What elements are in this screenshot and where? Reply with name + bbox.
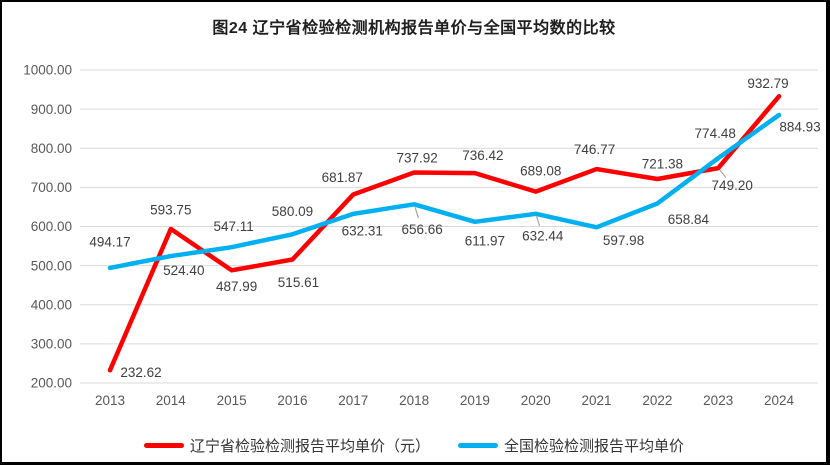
legend-item-national: 全国检验检测报告平均单价 (458, 435, 684, 456)
data-label: 737.92 (396, 150, 437, 165)
data-label: 681.87 (322, 170, 363, 185)
data-label: 884.93 (779, 120, 820, 135)
data-label: 487.99 (216, 279, 257, 294)
x-tick-label: 2015 (217, 393, 247, 408)
legend: 辽宁省检验检测报告平均单价（元） 全国检验检测报告平均单价 (2, 435, 826, 456)
data-label: 593.75 (150, 203, 191, 218)
legend-swatch-liaoning-red-line (143, 443, 184, 448)
data-label: 597.98 (603, 233, 644, 248)
series-line (107, 94, 782, 373)
data-label: 721.38 (642, 157, 683, 172)
data-label: 580.09 (272, 204, 313, 219)
x-tick-label: 2022 (642, 393, 672, 408)
data-label: 632.31 (342, 224, 383, 239)
x-tick-label: 2019 (460, 393, 490, 408)
x-tick-label: 2024 (764, 393, 795, 408)
gridlines-and-y-axis: 1000.00 900.00 800.00 700.00 600.00 500.00 400… (23, 63, 818, 391)
data-label: 736.42 (462, 148, 503, 163)
y-tick-label: 600.00 (31, 219, 72, 234)
y-tick-label: 800.00 (31, 141, 72, 156)
data-label: 232.62 (120, 365, 161, 380)
x-tick-label: 2023 (703, 393, 733, 408)
series-1: 494.17 524.40 547.11 580.09 632.31 656.66 611.… (89, 112, 821, 278)
x-tick-label: 2017 (338, 393, 368, 408)
y-tick-label: 500.00 (31, 258, 72, 273)
data-label: 611.97 (465, 234, 505, 249)
x-tick-label: 2018 (399, 393, 429, 408)
data-label: 774.48 (695, 126, 736, 141)
label-leader-line (719, 169, 727, 178)
series-line (107, 112, 782, 271)
data-label: 656.66 (401, 222, 442, 237)
y-tick-label: 900.00 (31, 102, 72, 117)
legend-label-liaoning: 辽宁省检验检测报告平均单价（元） (189, 438, 430, 455)
label-leader-line (414, 207, 420, 219)
chart-title: 图24 辽宁省检验检测机构报告单价与全国平均数的比较 (212, 20, 616, 37)
data-label: 932.79 (747, 76, 788, 91)
y-tick-label: 200.00 (31, 376, 72, 391)
x-tick-label: 2016 (277, 393, 307, 408)
y-tick-label: 300.00 (31, 337, 72, 352)
x-axis-labels: 2013 2014 2015 2016 2017 2018 2019 2020 2021 2022… (95, 393, 795, 408)
legend-label-national: 全国检验检测报告平均单价 (504, 438, 685, 455)
data-label: 746.77 (574, 142, 615, 157)
data-label: 547.11 (213, 219, 253, 234)
series-0: 232.62 593.75 487.99 515.61 681.87 737.92 736.… (107, 76, 789, 380)
data-label: 524.40 (163, 263, 204, 278)
y-tick-label: 1000.00 (23, 63, 72, 78)
y-tick-label: 700.00 (31, 180, 72, 195)
data-label: 494.17 (89, 235, 130, 250)
x-tick-label: 2020 (521, 393, 551, 408)
legend-swatch-national-blue-line (458, 443, 498, 448)
data-label: 658.84 (668, 212, 710, 227)
data-label: 689.08 (520, 163, 561, 178)
x-tick-label: 2013 (95, 393, 125, 408)
data-label: 749.20 (712, 178, 753, 193)
x-tick-label: 2021 (582, 393, 612, 408)
y-tick-label: 400.00 (31, 297, 72, 312)
data-label: 515.61 (278, 275, 319, 290)
label-leader-line (536, 216, 541, 227)
x-tick-label: 2014 (156, 393, 187, 408)
legend-item-liaoning: 辽宁省检验检测报告平均单价（元） (143, 435, 430, 456)
data-label: 632.44 (522, 229, 564, 244)
